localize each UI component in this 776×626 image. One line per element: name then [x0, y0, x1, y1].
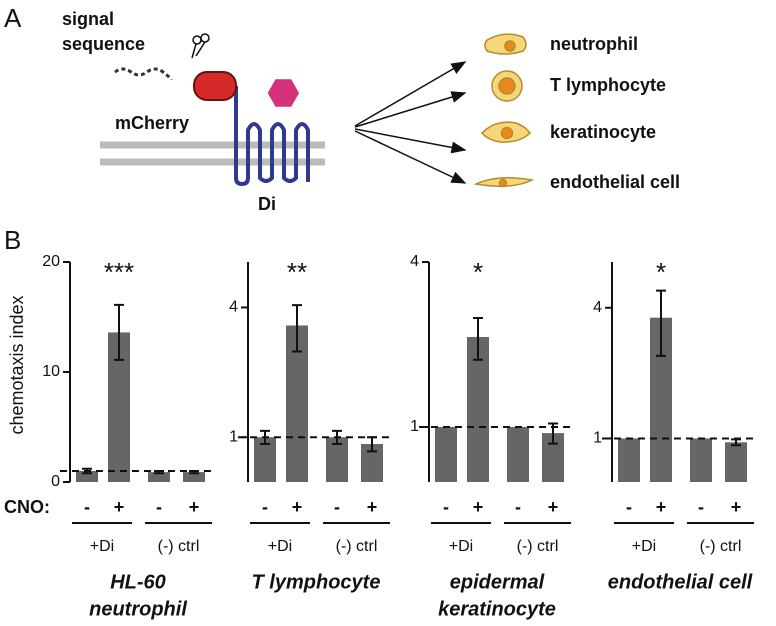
arrows: [354, 61, 467, 184]
cell-icons: [473, 33, 535, 188]
y-tick-label: 4: [229, 299, 238, 316]
bar: [361, 444, 383, 482]
signal-label: sequence: [62, 34, 145, 54]
significance: ***: [104, 257, 134, 287]
bar: [183, 472, 205, 482]
cell-label: neutrophil: [550, 34, 638, 54]
cno-sign: -: [443, 497, 449, 517]
cno-label: CNO:: [4, 497, 50, 517]
group-label: +Di: [449, 538, 473, 555]
bar: [507, 427, 529, 482]
bar: [108, 332, 130, 482]
bar: [148, 472, 170, 482]
chart-title: HL-60: [110, 571, 166, 593]
y-tick-label: 0: [51, 473, 60, 490]
error-bar: [292, 304, 302, 353]
cno-sign: +: [656, 497, 667, 517]
cell-label: keratinocyte: [550, 122, 656, 142]
error-bar: [114, 303, 124, 361]
cno-sign: -: [515, 497, 521, 517]
significance: **: [287, 257, 307, 287]
cno-sign: +: [367, 497, 378, 517]
y-axis-label: chemotaxis index: [7, 295, 27, 434]
signal-label: signal: [62, 9, 114, 29]
error-bar: [656, 289, 666, 357]
bar: [467, 337, 489, 482]
bar: [542, 433, 564, 482]
receptor-label: Di: [258, 194, 276, 214]
group-label: (-) ctrl: [336, 538, 378, 555]
protein-label: mCherry: [115, 113, 189, 133]
cno-sign: +: [548, 497, 559, 517]
cell-label: T lymphocyte: [550, 75, 666, 95]
signal-sequence: [114, 67, 173, 81]
cno-sign: +: [731, 497, 742, 517]
bar: [690, 438, 712, 482]
bar: [650, 317, 672, 482]
bar: [286, 325, 308, 482]
panel-label: B: [4, 225, 21, 255]
receptor: [234, 86, 310, 187]
chart-title: keratinocyte: [438, 598, 556, 620]
y-tick-label: 10: [42, 363, 60, 380]
bar: [254, 437, 276, 482]
chart-title: neutrophil: [89, 598, 187, 620]
chart-title: epidermal: [450, 571, 545, 593]
y-tick-label: 1: [410, 418, 419, 435]
cno-sign: -: [698, 497, 704, 517]
group-label: (-) ctrl: [158, 538, 200, 555]
cno-sign: +: [114, 497, 125, 517]
group-label: (-) ctrl: [517, 538, 559, 555]
mcherry-tag: [193, 71, 237, 101]
group-label: +Di: [90, 538, 114, 555]
significance: *: [473, 257, 483, 287]
bar: [618, 438, 640, 482]
bar: [725, 442, 747, 482]
chart-title: T lymphocyte: [252, 571, 381, 593]
cno-sign: -: [334, 497, 340, 517]
scissors-icon: [191, 33, 210, 59]
panel-label: A: [4, 3, 22, 33]
cno-sign: -: [262, 497, 268, 517]
cno-sign: +: [189, 497, 200, 517]
bar: [326, 437, 348, 482]
ligand: [267, 79, 300, 107]
bar: [435, 427, 457, 482]
y-tick-label: 4: [593, 299, 602, 316]
cell-label: endothelial cell: [550, 172, 680, 192]
error-bar: [473, 316, 483, 361]
cno-sign: -: [626, 497, 632, 517]
y-tick-label: 1: [229, 428, 238, 445]
significance: *: [656, 257, 666, 287]
chart-title: endothelial cell: [608, 571, 753, 593]
cno-sign: -: [84, 497, 90, 517]
group-label: +Di: [632, 538, 656, 555]
y-tick-label: 1: [593, 430, 602, 447]
cno-sign: +: [473, 497, 484, 517]
y-tick-label: 4: [410, 253, 419, 270]
group-label: (-) ctrl: [700, 538, 742, 555]
group-label: +Di: [268, 538, 292, 555]
bar: [76, 471, 98, 482]
cno-sign: -: [156, 497, 162, 517]
y-tick-label: 20: [42, 253, 60, 270]
cno-sign: +: [292, 497, 303, 517]
